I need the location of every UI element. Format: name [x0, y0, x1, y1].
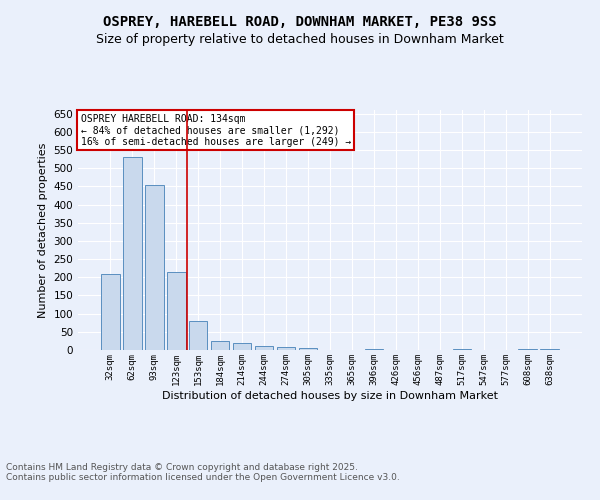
Bar — [233, 342, 251, 350]
Bar — [452, 348, 471, 350]
Text: Contains HM Land Registry data © Crown copyright and database right 2025.: Contains HM Land Registry data © Crown c… — [6, 464, 358, 472]
Bar — [211, 341, 229, 350]
Text: Contains public sector information licensed under the Open Government Licence v3: Contains public sector information licen… — [6, 474, 400, 482]
Bar — [167, 272, 185, 350]
Bar — [123, 158, 142, 350]
X-axis label: Distribution of detached houses by size in Downham Market: Distribution of detached houses by size … — [162, 390, 498, 400]
Bar — [189, 321, 208, 350]
Text: OSPREY, HAREBELL ROAD, DOWNHAM MARKET, PE38 9SS: OSPREY, HAREBELL ROAD, DOWNHAM MARKET, P… — [103, 15, 497, 29]
Bar — [299, 348, 317, 350]
Bar — [541, 348, 559, 350]
Bar — [255, 346, 274, 350]
Bar — [145, 184, 164, 350]
Y-axis label: Number of detached properties: Number of detached properties — [38, 142, 48, 318]
Bar — [101, 274, 119, 350]
Bar — [277, 347, 295, 350]
Bar — [365, 349, 383, 350]
Text: OSPREY HAREBELL ROAD: 134sqm
← 84% of detached houses are smaller (1,292)
16% of: OSPREY HAREBELL ROAD: 134sqm ← 84% of de… — [80, 114, 351, 147]
Text: Size of property relative to detached houses in Downham Market: Size of property relative to detached ho… — [96, 32, 504, 46]
Bar — [518, 349, 537, 350]
